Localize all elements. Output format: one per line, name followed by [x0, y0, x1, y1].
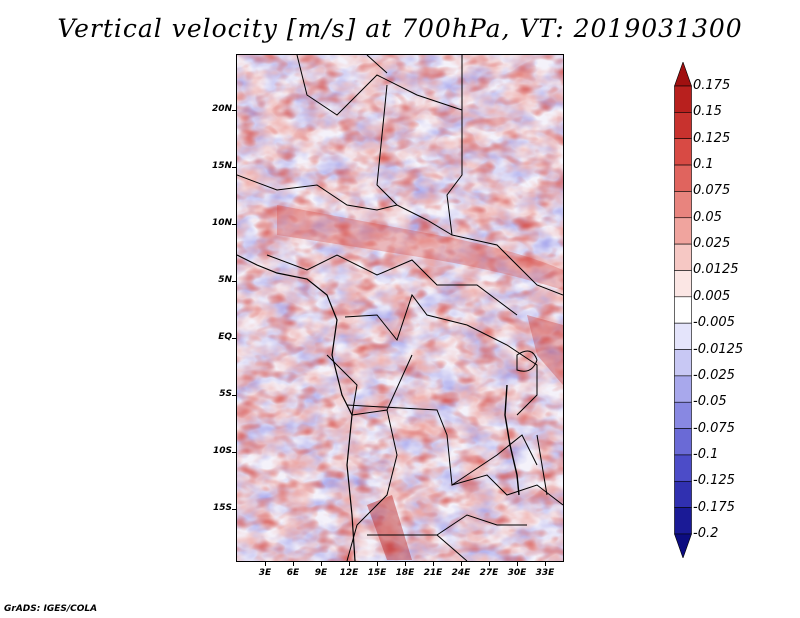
colorbar-level-label: -0.2 — [693, 526, 719, 541]
colorbar-level-label: 0.15 — [693, 104, 722, 120]
colorbar-level-label: 0.075 — [693, 183, 731, 199]
lat-tick — [232, 338, 236, 339]
colorbar-segment — [674, 428, 692, 456]
colorbar-segment — [674, 164, 692, 192]
colorbar-segment — [674, 480, 692, 508]
lat-tick — [232, 224, 236, 225]
lat-label-5s: 5S — [219, 389, 232, 399]
lon-label-6e: 6E — [286, 568, 300, 578]
colorbar-segment — [674, 191, 692, 219]
colorbar — [674, 62, 692, 558]
grads-credit: GrADS: IGES/COLA — [4, 604, 98, 614]
colorbar-level-label: 0.175 — [693, 78, 731, 93]
colorbar-level-label: -0.005 — [693, 315, 735, 331]
colorbar-segment — [674, 507, 692, 535]
colorbar-segment — [674, 138, 692, 166]
velocity-map — [236, 54, 564, 562]
lon-tick — [321, 562, 322, 566]
lon-label-24e: 24E — [451, 568, 471, 578]
lon-label-30e: 30E — [507, 568, 527, 578]
lat-tick — [232, 509, 236, 510]
lon-label-33e: 33E — [535, 568, 555, 578]
lon-tick — [489, 562, 490, 566]
colorbar-segment — [674, 62, 692, 87]
lon-label-12e: 12E — [339, 568, 359, 578]
lat-tick — [232, 452, 236, 453]
lon-label-18e: 18E — [395, 568, 415, 578]
lat-label-10n: 10N — [211, 218, 232, 228]
colorbar-segment — [674, 401, 692, 429]
colorbar-level-label: 0.125 — [693, 130, 731, 146]
colorbar-level-label: 0.05 — [693, 209, 722, 225]
colorbar-level-label: 0.005 — [693, 288, 731, 304]
colorbar-level-label: -0.075 — [693, 420, 735, 436]
colorbar-segment — [674, 375, 692, 403]
lon-tick — [405, 562, 406, 566]
lat-tick — [232, 281, 236, 282]
lon-label-9e: 9E — [314, 568, 328, 578]
colorbar-segment — [674, 85, 692, 113]
colorbar-segment — [674, 270, 692, 298]
colorbar-level-label: 0.025 — [693, 236, 731, 252]
lat-tick — [232, 167, 236, 168]
velocity-field — [237, 55, 563, 561]
lon-tick — [517, 562, 518, 566]
lon-tick — [265, 562, 266, 566]
lon-tick — [461, 562, 462, 566]
lat-label-10s: 10S — [212, 446, 232, 456]
colorbar-segment — [674, 296, 692, 324]
colorbar-level-label: 0.1 — [693, 157, 714, 173]
colorbar-segment — [674, 112, 692, 140]
lat-label-15s: 15S — [212, 503, 232, 513]
lat-label-5n: 5N — [218, 275, 232, 285]
lat-label-eq: EQ — [218, 332, 232, 342]
lat-label-20n: 20N — [211, 104, 232, 114]
colorbar-segment — [674, 322, 692, 350]
colorbar-level-label: -0.1 — [693, 446, 719, 462]
lon-tick — [349, 562, 350, 566]
colorbar-level-label: -0.05 — [693, 394, 727, 410]
colorbar-level-label: -0.125 — [693, 473, 735, 489]
colorbar-level-label: -0.175 — [693, 499, 735, 515]
lat-label-15n: 15N — [211, 161, 232, 171]
colorbar-level-label: 0.0125 — [693, 262, 739, 278]
lon-label-21e: 21E — [423, 568, 443, 578]
colorbar-segment — [674, 349, 692, 377]
lon-tick — [377, 562, 378, 566]
lon-tick — [293, 562, 294, 566]
lon-label-27e: 27E — [479, 568, 499, 578]
lat-tick — [232, 395, 236, 396]
lon-tick — [545, 562, 546, 566]
colorbar-level-label: -0.0125 — [693, 341, 744, 357]
colorbar-segment — [674, 533, 692, 558]
map-title: Vertical velocity [m/s] at 700hPa, VT: 2… — [57, 14, 743, 43]
lon-label-3e: 3E — [258, 568, 272, 578]
lat-tick — [232, 110, 236, 111]
colorbar-segment — [674, 243, 692, 271]
lon-tick — [433, 562, 434, 566]
lon-label-15e: 15E — [367, 568, 387, 578]
colorbar-segment — [674, 217, 692, 245]
colorbar-level-label: -0.025 — [693, 367, 735, 383]
colorbar-segment — [674, 454, 692, 482]
